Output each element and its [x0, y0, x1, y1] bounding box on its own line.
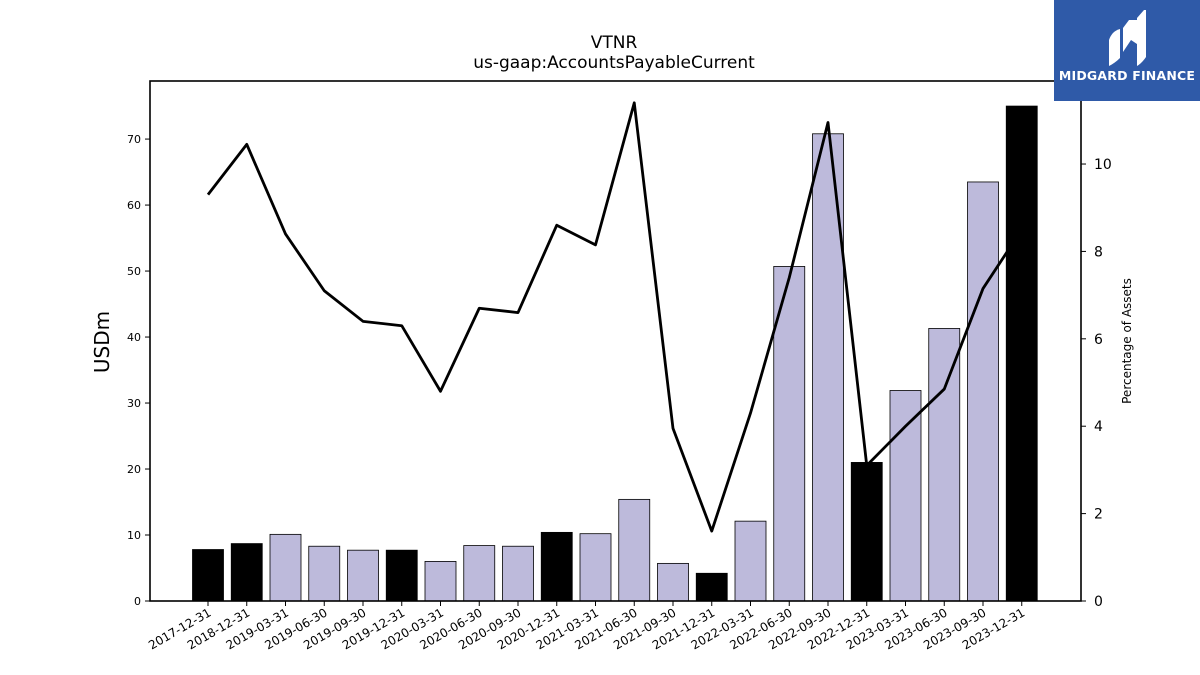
bar [269, 533, 302, 602]
y-tick-label: 20 [127, 463, 141, 476]
bar [579, 533, 612, 602]
y2-tick-label: 2 [1094, 507, 1103, 523]
chart-title: VTNR [591, 33, 638, 53]
bar [618, 498, 651, 602]
y-tick-label: 0 [134, 595, 141, 608]
bar-series [192, 105, 1038, 602]
bar [889, 390, 922, 602]
bar [928, 328, 961, 602]
y2-tick-label: 4 [1094, 419, 1103, 435]
y2-axis-label: Percentage of Assets [1120, 278, 1134, 404]
midgard-finance-logo: MIDGARD FINANCE [1054, 0, 1200, 101]
bar [347, 549, 379, 602]
y-axis-label: USDm [90, 311, 114, 373]
y-tick-label: 70 [127, 133, 141, 146]
bar [695, 572, 728, 602]
logo-text: MIDGARD FINANCE [1058, 68, 1196, 83]
logo-mark-icon [1109, 10, 1146, 66]
y2-tick-label: 0 [1094, 594, 1103, 610]
bar [1005, 105, 1038, 602]
plot-frame [149, 80, 1082, 602]
y-tick-label: 50 [127, 265, 141, 278]
bar [850, 462, 883, 602]
chart-subtitle: us-gaap:AccountsPayableCurrent [473, 53, 755, 73]
bar [540, 531, 573, 602]
bar [463, 545, 496, 602]
y-tick-label: 10 [127, 529, 141, 542]
y2-tick-label: 8 [1094, 244, 1103, 260]
line-series [206, 101, 1023, 533]
bar [734, 520, 767, 602]
y2-tick-label: 10 [1094, 157, 1112, 173]
bar [385, 549, 418, 602]
bar [502, 545, 534, 602]
bar [308, 545, 341, 602]
bar [192, 549, 224, 602]
bar [812, 133, 844, 602]
y-tick-label: 30 [127, 397, 141, 410]
bar [424, 561, 457, 602]
bar [967, 181, 999, 602]
y-tick-label: 60 [127, 199, 141, 212]
y-tick-label: 40 [127, 331, 141, 344]
bar [773, 266, 806, 602]
y2-tick-label: 6 [1094, 332, 1103, 348]
bar [657, 562, 689, 602]
line-path [206, 101, 1023, 533]
bar [230, 543, 263, 602]
